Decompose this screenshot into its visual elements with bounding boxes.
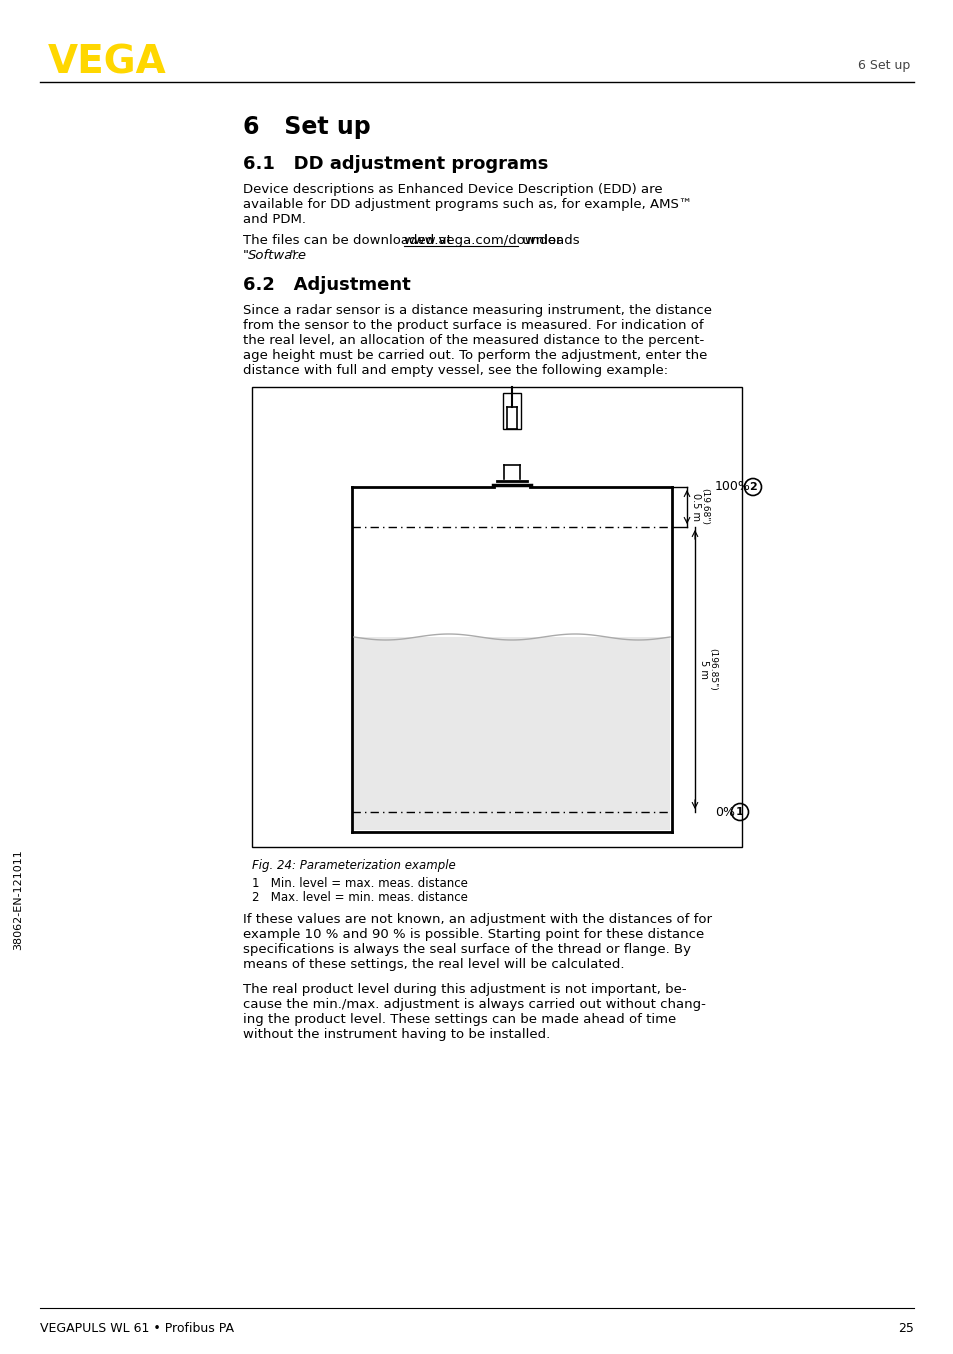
Bar [354,636,669,830]
Text: Fig. 24: Parameterization example: Fig. 24: Parameterization example [252,858,456,872]
Text: 6.2   Adjustment: 6.2 Adjustment [243,276,411,294]
Text: 0%: 0% [714,806,734,819]
Text: 38062-EN-121011: 38062-EN-121011 [13,849,23,951]
Text: ".: ". [289,249,299,263]
Text: 6 Set up: 6 Set up [857,58,909,72]
Text: specifications is always the seal surface of the thread or flange. By: specifications is always the seal surfac… [243,942,690,956]
Text: ": " [243,249,249,263]
Text: Device descriptions as Enhanced Device Description (EDD) are: Device descriptions as Enhanced Device D… [243,183,662,196]
Text: without the instrument having to be installed.: without the instrument having to be inst… [243,1028,550,1041]
Text: The files can be downloaded at: The files can be downloaded at [243,234,456,246]
Text: 6   Set up: 6 Set up [243,115,371,139]
Text: age height must be carried out. To perform the adjustment, enter the: age height must be carried out. To perfo… [243,349,706,362]
Text: 2   Max. level = min. meas. distance: 2 Max. level = min. meas. distance [252,891,467,904]
Text: 1: 1 [736,807,743,816]
Text: 100%: 100% [714,481,750,493]
Text: and PDM.: and PDM. [243,213,306,226]
Bar [252,387,741,848]
Text: VEGAPULS WL 61 • Profibus PA: VEGAPULS WL 61 • Profibus PA [40,1322,233,1335]
Text: 0.5 m: 0.5 m [690,493,700,521]
Text: means of these settings, the real level will be calculated.: means of these settings, the real level … [243,959,624,971]
Text: distance with full and empty vessel, see the following example:: distance with full and empty vessel, see… [243,364,667,376]
Text: under: under [517,234,560,246]
Text: Software: Software [248,249,307,263]
Text: 25: 25 [897,1322,913,1335]
Text: ing the product level. These settings can be made ahead of time: ing the product level. These settings ca… [243,1013,676,1026]
Text: 1   Min. level = max. meas. distance: 1 Min. level = max. meas. distance [252,877,467,890]
Text: from the sensor to the product surface is measured. For indication of: from the sensor to the product surface i… [243,320,703,332]
Text: The real product level during this adjustment is not important, be-: The real product level during this adjus… [243,983,686,997]
Text: 6.1   DD adjustment programs: 6.1 DD adjustment programs [243,154,548,173]
Text: cause the min./max. adjustment is always carried out without chang-: cause the min./max. adjustment is always… [243,998,705,1011]
Text: www.vega.com/downloads: www.vega.com/downloads [403,234,579,246]
Text: VEGA: VEGA [48,43,167,81]
Text: 2: 2 [748,482,756,492]
Text: the real level, an allocation of the measured distance to the percent-: the real level, an allocation of the mea… [243,334,703,347]
Text: example 10 % and 90 % is possible. Starting point for these distance: example 10 % and 90 % is possible. Start… [243,927,703,941]
Text: If these values are not known, an adjustment with the distances of for: If these values are not known, an adjust… [243,913,711,926]
Text: 5 m: 5 m [699,659,708,678]
Text: (196.85"): (196.85") [707,649,717,691]
Text: Since a radar sensor is a distance measuring instrument, the distance: Since a radar sensor is a distance measu… [243,305,711,317]
Text: (19.68"): (19.68") [700,489,708,525]
Bar [502,393,520,429]
Text: available for DD adjustment programs such as, for example, AMS™: available for DD adjustment programs suc… [243,198,691,211]
